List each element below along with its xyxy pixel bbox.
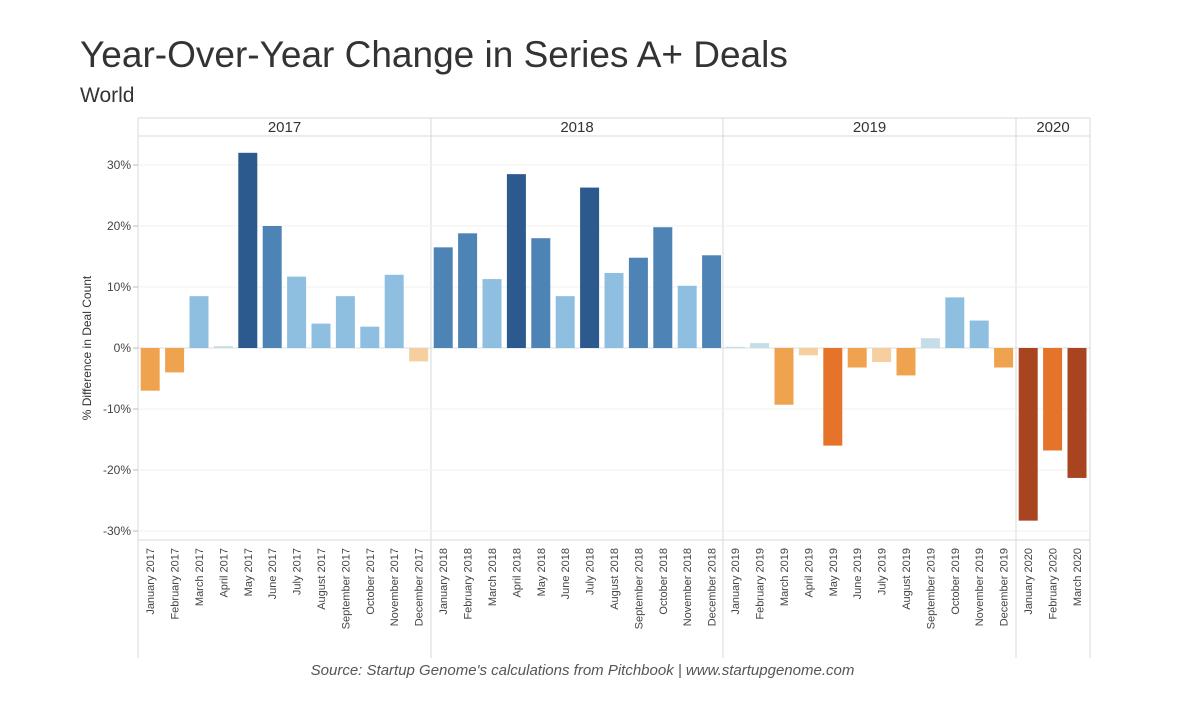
x-tick-label: January 2020 [1023, 548, 1035, 615]
bar [360, 326, 380, 348]
x-tick-label: July 2018 [585, 548, 597, 595]
bars [140, 152, 1087, 521]
x-tick-label: January 2019 [730, 548, 742, 615]
bar [774, 348, 794, 405]
bar [872, 348, 892, 363]
bar [969, 320, 989, 348]
bar [725, 346, 745, 348]
bar [384, 274, 404, 348]
x-tick-label: September 2018 [633, 548, 645, 629]
x-tick-label: November 2017 [389, 548, 401, 626]
x-tick-label: April 2018 [511, 548, 523, 598]
x-tick-label: May 2019 [828, 548, 840, 596]
y-tick-label: 30% [107, 158, 131, 172]
bar [896, 348, 916, 376]
x-tick-label: December 2017 [414, 548, 426, 626]
bar [458, 233, 478, 348]
bar [433, 247, 453, 348]
bar [702, 255, 722, 348]
x-tick-label: June 2019 [852, 548, 864, 599]
x-tick-label: August 2017 [316, 548, 328, 610]
bar [189, 296, 209, 348]
year-header: 2017 [268, 119, 301, 136]
x-tick-label: June 2017 [267, 548, 279, 599]
bar [604, 272, 624, 348]
x-tick-label: August 2019 [901, 548, 913, 610]
bar [506, 174, 526, 348]
bar [847, 348, 867, 368]
x-tick-label: January 2018 [438, 548, 450, 615]
x-axis: January 2017 February 2017 March 2017 April… [145, 548, 1084, 629]
bar [1018, 348, 1038, 521]
y-tick-label: -30% [103, 524, 131, 538]
bar [140, 348, 160, 391]
year-header: 2019 [853, 119, 886, 136]
x-tick-label: February 2019 [755, 548, 767, 620]
bar [482, 279, 502, 348]
bar [555, 296, 575, 348]
x-tick-label: December 2019 [999, 548, 1011, 626]
x-tick-label: May 2018 [536, 548, 548, 596]
year-header: 2018 [560, 119, 593, 136]
x-tick-label: December 2018 [707, 548, 719, 626]
bar [823, 348, 843, 446]
y-tick-label: 20% [107, 219, 131, 233]
x-tick-label: February 2017 [170, 548, 182, 620]
x-tick-label: October 2019 [950, 548, 962, 615]
bar [262, 226, 282, 348]
bar [945, 297, 965, 348]
y-tick-label: -10% [103, 402, 131, 416]
bar [531, 238, 551, 348]
bar [994, 348, 1014, 368]
x-tick-label: July 2017 [292, 548, 304, 595]
bar [238, 152, 258, 348]
bar [287, 276, 307, 348]
x-tick-label: April 2019 [803, 548, 815, 598]
year-headers: 2017 2018 2019 2020 [268, 119, 1070, 136]
x-tick-label: November 2018 [682, 548, 694, 626]
x-tick-label: September 2019 [925, 548, 937, 629]
x-tick-label: March 2017 [194, 548, 206, 606]
bar [165, 348, 185, 373]
bar [628, 257, 648, 348]
x-tick-label: January 2017 [145, 548, 157, 615]
x-tick-label: May 2017 [243, 548, 255, 596]
chart-title: Year-Over-Year Change in Series A+ Deals [80, 34, 788, 75]
x-tick-label: April 2017 [218, 548, 230, 598]
x-tick-label: March 2020 [1072, 548, 1084, 606]
bar [1043, 348, 1063, 451]
x-tick-label: March 2019 [779, 548, 791, 606]
bar [750, 343, 770, 348]
y-axis: 30% 20% 10% 0% -10% -20% -30% [103, 158, 138, 538]
bar [1067, 348, 1087, 478]
y-axis-label: % Difference in Deal Count [80, 275, 94, 420]
x-tick-label: August 2018 [609, 548, 621, 610]
x-tick-label: October 2018 [658, 548, 670, 615]
bar [580, 187, 600, 348]
x-tick-label: February 2018 [463, 548, 475, 620]
bar [653, 227, 673, 348]
bar [213, 346, 233, 348]
chart-frame [137, 117, 1091, 658]
y-tick-label: 0% [114, 341, 132, 355]
bar [920, 338, 940, 348]
x-tick-label: July 2019 [877, 548, 889, 595]
x-tick-label: March 2018 [487, 548, 499, 606]
x-tick-label: September 2017 [340, 548, 352, 629]
chart-subtitle: World [80, 84, 135, 107]
bar [311, 323, 331, 348]
x-tick-label: October 2017 [365, 548, 377, 615]
bar [798, 348, 818, 356]
bar [335, 296, 355, 348]
x-tick-label: February 2020 [1048, 548, 1060, 620]
y-tick-label: 10% [107, 280, 131, 294]
bar [677, 285, 697, 348]
y-tick-label: -20% [103, 463, 131, 477]
x-tick-label: November 2019 [974, 548, 986, 626]
source-note: Source: Startup Genome's calculations fr… [310, 662, 855, 679]
year-header: 2020 [1036, 119, 1069, 136]
x-tick-label: June 2018 [560, 548, 572, 599]
bar [409, 348, 429, 362]
